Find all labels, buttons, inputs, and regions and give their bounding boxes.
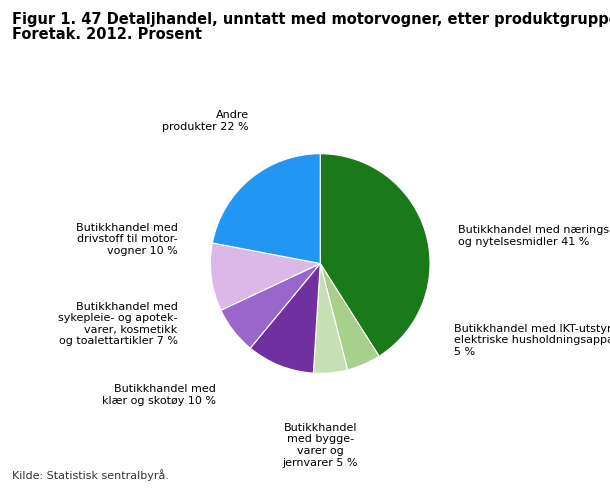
Wedge shape [314,264,348,373]
Wedge shape [212,154,320,264]
Wedge shape [250,264,320,373]
Text: Figur 1. 47 Detaljhandel, unntatt med motorvogner, etter produktgrupper.: Figur 1. 47 Detaljhandel, unntatt med mo… [12,12,610,27]
Text: Butikkhandel
med bygge-
varer og
jernvarer 5 %: Butikkhandel med bygge- varer og jernvar… [282,423,358,468]
Wedge shape [320,154,430,356]
Wedge shape [210,243,320,310]
Text: Butikkhandel med
sykepleie- og apotek-
varer, kosmetikk
og toalettartikler 7 %: Butikkhandel med sykepleie- og apotek- v… [58,302,178,346]
Text: Butikkhandel med nærings-
og nytelsesmidler 41 %: Butikkhandel med nærings- og nytelsesmid… [458,225,610,247]
Text: Butikkhandel med
klær og skotøy 10 %: Butikkhandel med klær og skotøy 10 % [102,385,216,406]
Text: Andre
produkter 22 %: Andre produkter 22 % [162,110,249,132]
Wedge shape [221,264,320,348]
Text: Kilde: Statistisk sentralbyrå.: Kilde: Statistisk sentralbyrå. [12,469,169,481]
Wedge shape [320,264,379,370]
Text: Butikkhandel med
drivstoff til motor-
vogner 10 %: Butikkhandel med drivstoff til motor- vo… [76,223,178,256]
Text: Foretak. 2012. Prosent: Foretak. 2012. Prosent [12,27,202,42]
Text: Butikkhandel med IKT-utstyr og
elektriske husholdningsapparater
5 %: Butikkhandel med IKT-utstyr og elektrisk… [454,324,610,357]
